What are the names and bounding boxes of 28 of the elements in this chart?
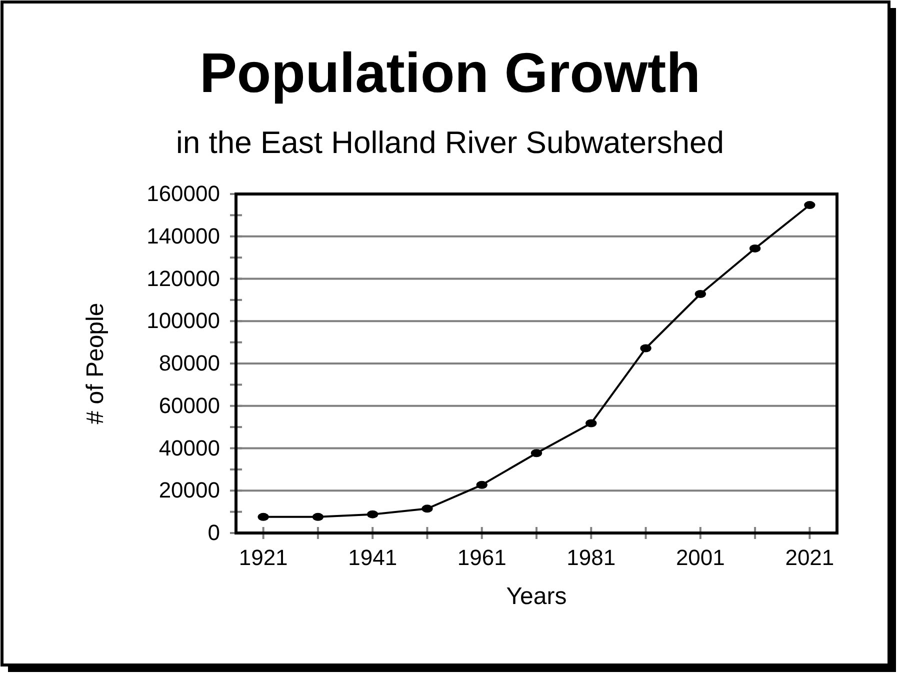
x-tick-label: 1961: [457, 545, 506, 570]
x-tick-label: 2001: [676, 545, 725, 570]
y-axis-title: # of People: [82, 302, 109, 424]
point: [367, 510, 378, 518]
y-tick-label: 160000: [146, 181, 220, 206]
chart-subtitle: in the East Holland River Subwatershed: [176, 125, 724, 160]
point: [749, 244, 761, 252]
point: [586, 419, 597, 428]
y-tick-label: 20000: [158, 478, 220, 503]
point: [422, 504, 433, 513]
x-tick-label: 1941: [348, 545, 398, 570]
x-axis-title: Years: [506, 583, 567, 610]
x-tick-label: 2021: [785, 545, 834, 570]
y-tick-label: 60000: [158, 392, 220, 418]
chart-title: Population Growth: [200, 41, 700, 104]
y-tick-label: 100000: [146, 308, 220, 334]
y-tick-label: 0: [208, 520, 220, 546]
y-tick-label: 40000: [158, 435, 220, 460]
point: [640, 344, 652, 352]
y-tick-label: 120000: [146, 266, 220, 291]
point: [258, 512, 269, 521]
point: [476, 480, 488, 489]
x-tick-label: 1921: [238, 545, 288, 570]
y-tick-label: 80000: [158, 350, 220, 376]
point: [312, 512, 324, 521]
x-tick-label: 1981: [566, 545, 616, 570]
point: [530, 449, 542, 458]
y-tick-label: 140000: [146, 223, 220, 248]
